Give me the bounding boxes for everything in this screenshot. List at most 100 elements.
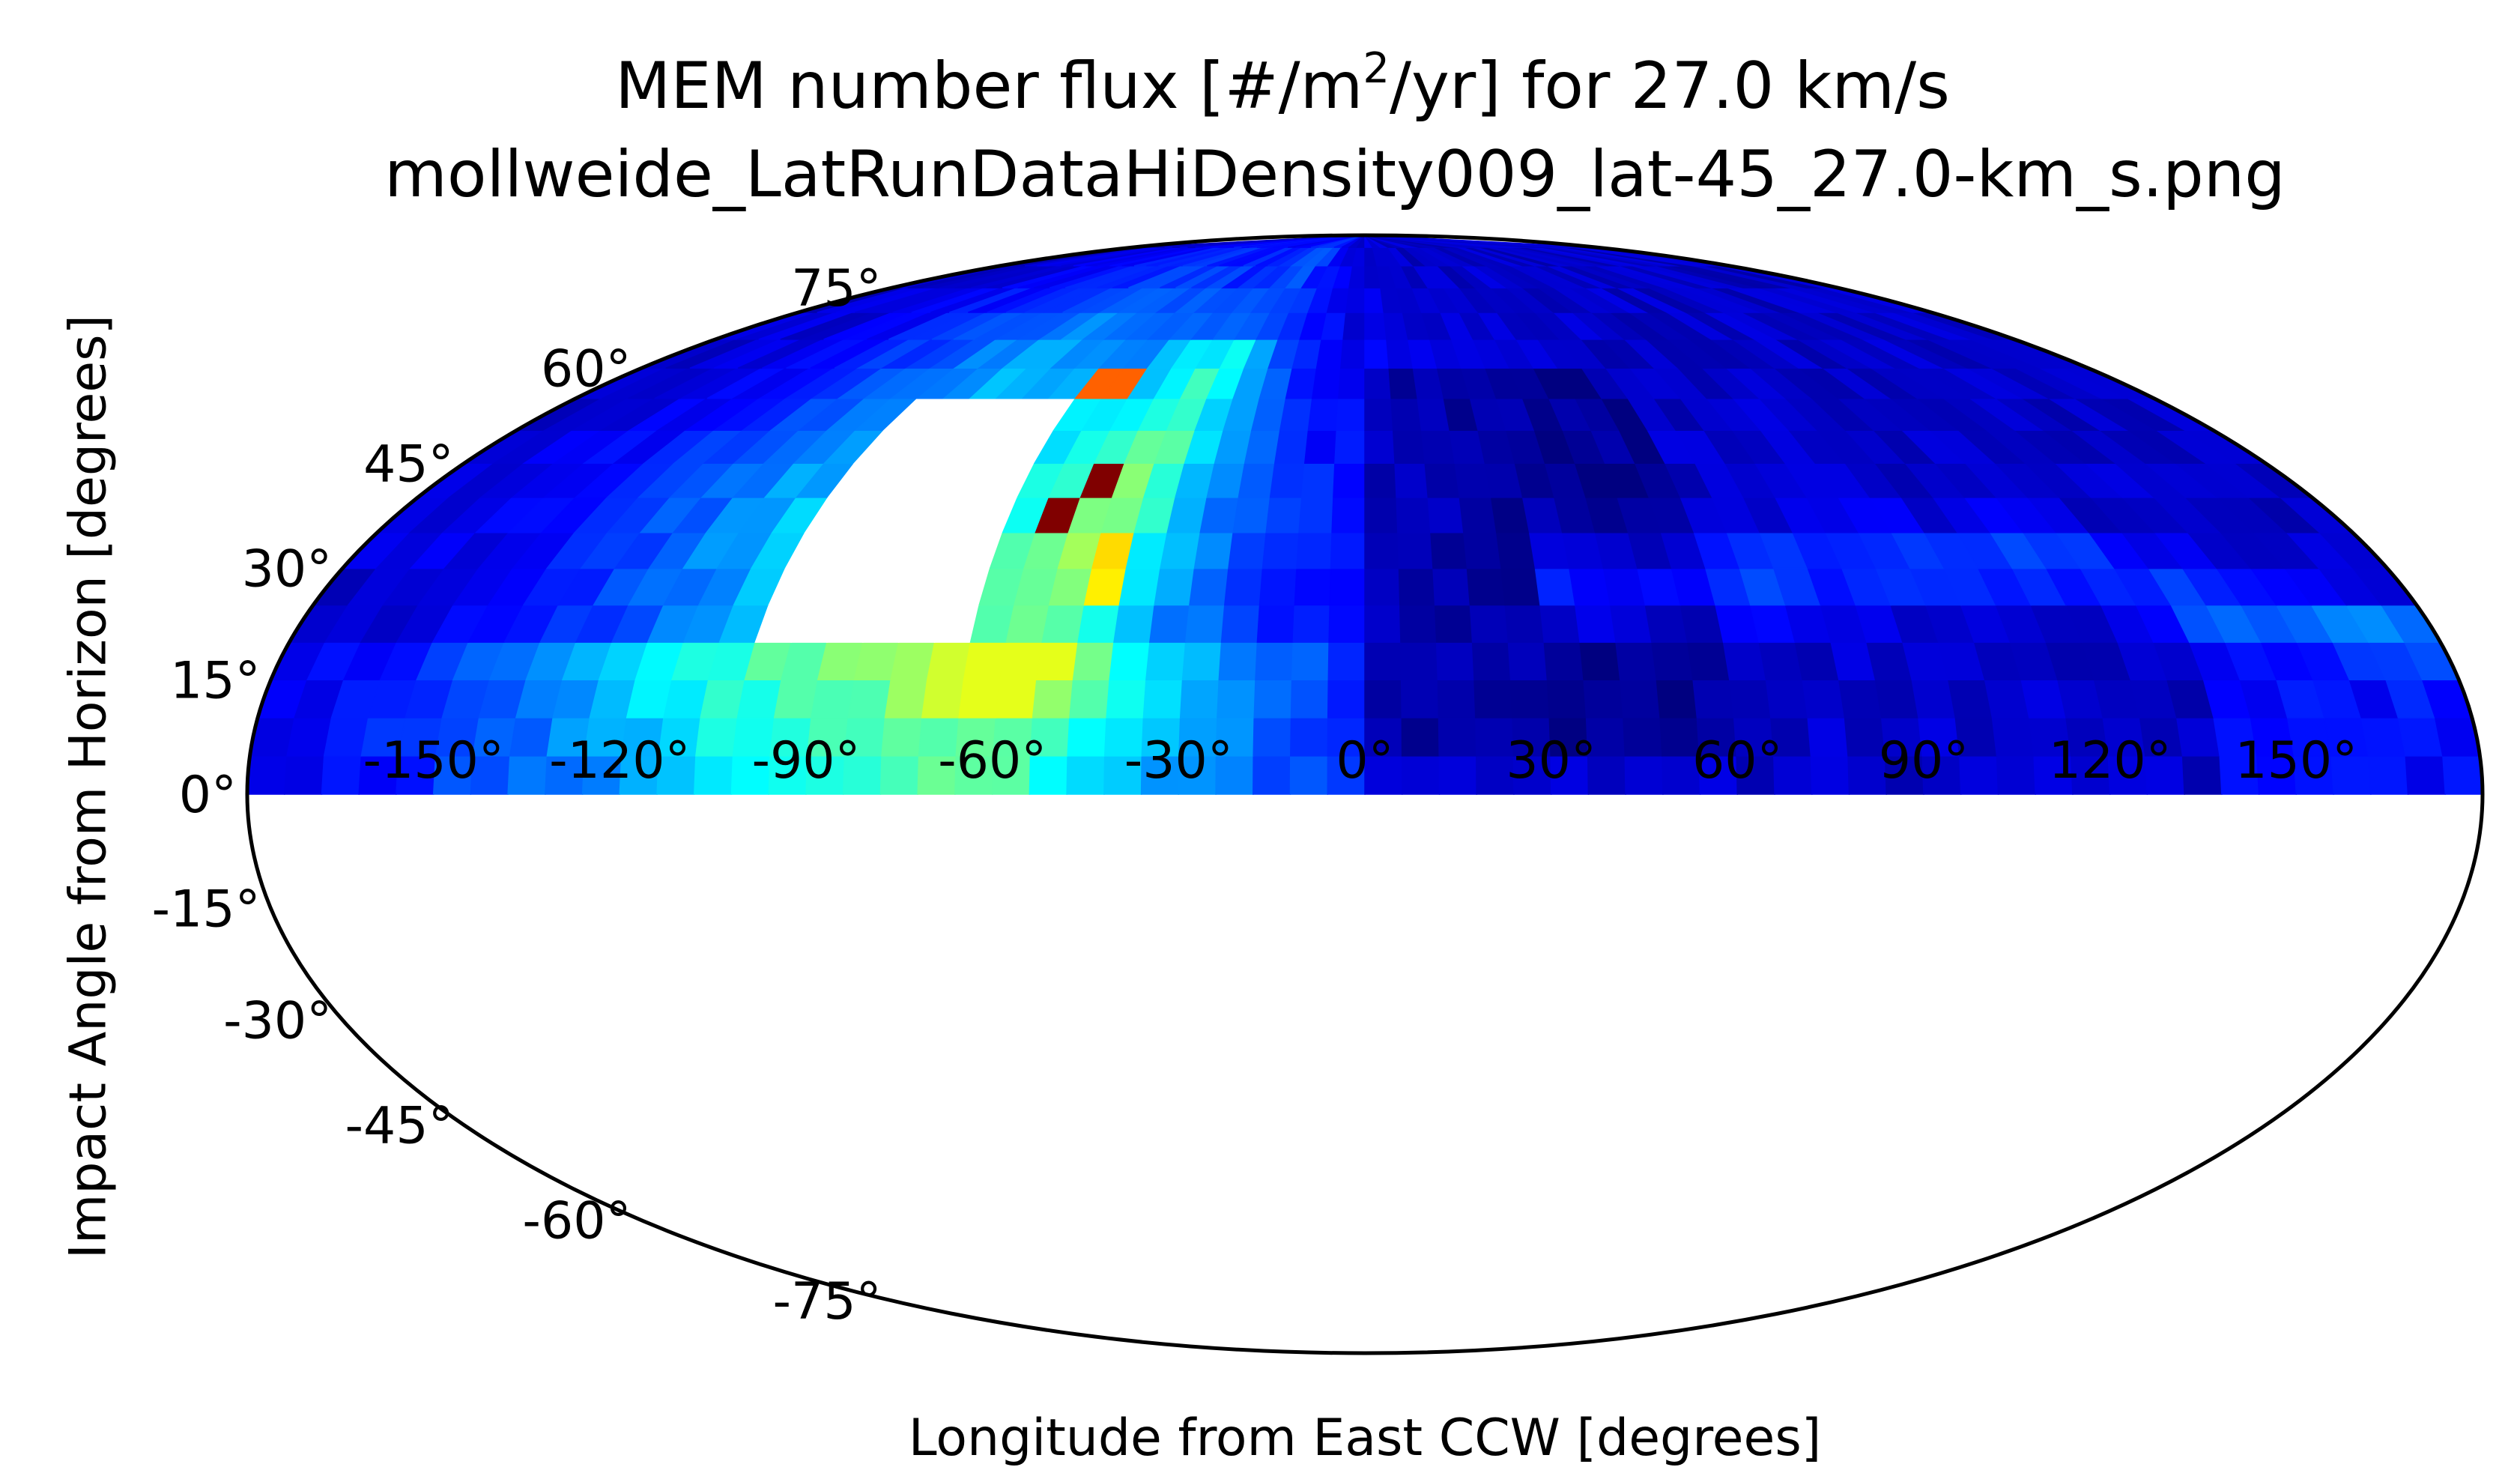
heatmap-cell (695, 717, 739, 757)
heatmap-cell (1473, 679, 1513, 719)
heatmap-cell (926, 641, 972, 681)
heatmap-cell (1398, 567, 1436, 606)
heatmap-cell (736, 679, 783, 719)
heatmap-cell (1338, 367, 1366, 399)
y-tick-label: 30° (242, 540, 333, 599)
heatmap-cell (1388, 367, 1419, 399)
heatmap-cell (694, 755, 734, 795)
x-tick-label: 90° (1879, 731, 1969, 790)
heatmap-cell (1066, 755, 1106, 795)
heatmap-cell (1574, 604, 1617, 643)
heatmap-cell (1692, 679, 1735, 719)
heatmap-cell (1392, 429, 1426, 465)
heatmap-cell (1722, 641, 1767, 681)
x-tick-label: -30° (1124, 731, 1233, 790)
heatmap-cell (1106, 679, 1147, 719)
heatmap-cell (1032, 679, 1074, 719)
heatmap-cell (1874, 679, 1919, 719)
heatmap-cell (1273, 429, 1309, 465)
y-tick-label: -60° (522, 1192, 631, 1251)
heatmap-cell (1459, 497, 1497, 533)
heatmap-cell (1364, 497, 1399, 533)
heatmap-cell (283, 755, 325, 795)
x-tick-label: 60° (1692, 731, 1783, 790)
heatmap-cell (1471, 641, 1512, 681)
heatmap-cell (1399, 604, 1438, 643)
heatmap-cell (1364, 567, 1401, 606)
heatmap-cell (1462, 531, 1502, 569)
heatmap-cell (1390, 398, 1423, 431)
heatmap-cell (958, 679, 1002, 719)
heatmap-cell (1615, 641, 1658, 681)
x-tick-label: -150° (363, 731, 504, 790)
heatmap-cell (1232, 497, 1271, 533)
heatmap-cell (1328, 604, 1366, 643)
heatmap-cell (1269, 462, 1306, 498)
heatmap-cell (1619, 679, 1661, 719)
heatmap-cell (1145, 641, 1187, 681)
heatmap-cell (1220, 604, 1261, 643)
heatmap-cell (879, 755, 920, 795)
heatmap-cell (1218, 641, 1259, 681)
heatmap-cell (1364, 367, 1392, 399)
heatmap-cell (1438, 717, 1477, 757)
heatmap-cell (1342, 312, 1366, 340)
heatmap-cell (884, 679, 928, 719)
heatmap-cell (1336, 398, 1366, 431)
heatmap-cell (1424, 462, 1461, 498)
heatmap-cell (1298, 497, 1334, 533)
heatmap-cell (1579, 641, 1621, 681)
heatmap-cell (1509, 679, 1551, 719)
heatmap-cell (1434, 604, 1473, 643)
heatmap-cell (1228, 531, 1267, 569)
heatmap-cell (1543, 641, 1584, 681)
heatmap-cell (1364, 398, 1394, 431)
x-tick-label: -60° (938, 731, 1047, 790)
heatmap-cell (1437, 679, 1476, 719)
heatmap-cell (1193, 531, 1235, 569)
heatmap-cell (2175, 717, 2221, 757)
x-tick-label: -90° (751, 731, 860, 790)
heatmap-cell (1991, 717, 2035, 757)
x-tick-label: 150° (2235, 731, 2357, 790)
title-main: MEM number flux [#/m (615, 49, 1363, 124)
heatmap-cell (1396, 497, 1432, 533)
heatmap-cell (1300, 462, 1336, 498)
heatmap-cell (1401, 755, 1441, 795)
heatmap-cell (1534, 567, 1576, 606)
heatmap-cell (811, 679, 855, 719)
heatmap-cell (1255, 641, 1294, 681)
y-tick-label: -30° (223, 991, 332, 1050)
heatmap-cell (1364, 312, 1387, 340)
heatmap-cell (1109, 641, 1151, 681)
heatmap-cell (1311, 367, 1342, 399)
heatmap-cell (1400, 679, 1440, 719)
heatmap-cell (1077, 604, 1121, 643)
y-tick-label: -75° (773, 1272, 882, 1331)
heatmap-cell (1432, 567, 1471, 606)
heatmap-cell (1290, 717, 1329, 757)
heatmap-cell (1113, 604, 1156, 643)
x-axis-label: Longitude from East CCW [degrees] (908, 1409, 1822, 1468)
heatmap-cell (1507, 641, 1548, 681)
heatmap-cell (1400, 641, 1439, 681)
heatmap-cell (1289, 755, 1329, 795)
heatmap-cell (1154, 567, 1196, 606)
heatmap-cell (1181, 641, 1223, 681)
heatmap-cell (1290, 679, 1330, 719)
heatmap-cell (1807, 717, 1849, 757)
heatmap-cell (1339, 339, 1366, 369)
heatmap-cell (247, 755, 288, 795)
heatmap-cell (1160, 531, 1202, 569)
heatmap-cell (1067, 717, 1107, 757)
y-axis-label: Impact Angle from Horizon [degrees] (58, 314, 118, 1259)
heatmap-cell (1539, 604, 1581, 643)
heatmap-cell (1345, 287, 1366, 313)
heatmap-cell (1259, 567, 1297, 606)
x-tick-label: 120° (2049, 731, 2172, 790)
plot-boundary (245, 233, 2485, 1355)
heatmap-cell (773, 679, 819, 719)
heatmap-cell (507, 755, 548, 795)
heatmap-cell (1500, 567, 1541, 606)
heatmap-cell (1802, 679, 1846, 719)
